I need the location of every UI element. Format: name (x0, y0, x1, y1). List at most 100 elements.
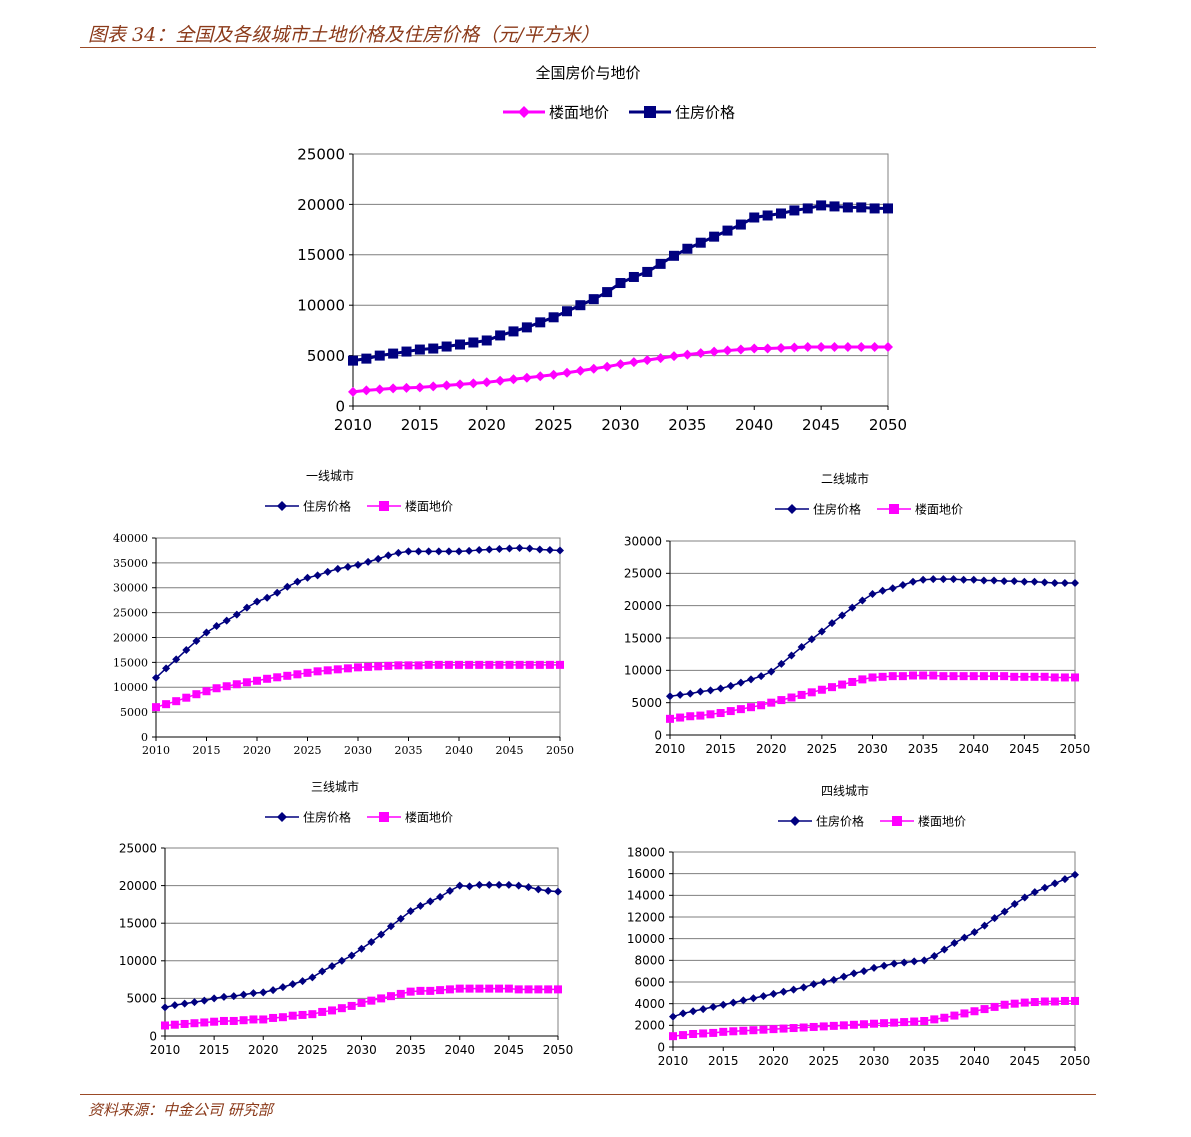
data-point (455, 984, 464, 993)
data-point (200, 996, 209, 1005)
legend-label: 住房价格 (675, 103, 735, 121)
data-point (455, 881, 464, 890)
y-tick-label: 20000 (119, 879, 157, 893)
data-point (269, 1013, 278, 1022)
data-point (554, 985, 562, 994)
data-point (787, 693, 796, 702)
chart-legend: 住房价格 楼面地价 (775, 501, 963, 516)
data-point (548, 312, 559, 323)
data-point (669, 1032, 677, 1041)
legend-marker (277, 812, 287, 822)
y-tick-label: 10000 (119, 954, 157, 968)
y-tick-label: 30000 (113, 582, 148, 595)
data-point (859, 1020, 868, 1029)
data-point (556, 660, 564, 669)
series-square (152, 660, 564, 712)
data-point (444, 547, 453, 556)
data-point (495, 375, 506, 386)
y-tick-label: 0 (149, 1029, 157, 1043)
data-point (689, 1030, 698, 1038)
data-point (328, 1006, 337, 1015)
series-diamond (161, 880, 562, 1012)
data-point (354, 560, 362, 569)
x-tick-label: 2040 (958, 742, 989, 756)
data-point (799, 983, 808, 992)
data-point (394, 661, 403, 670)
data-point (202, 628, 211, 637)
data-point (920, 1017, 929, 1025)
data-point (1010, 577, 1019, 586)
y-tick-label: 25000 (624, 567, 662, 581)
x-tick-label: 2010 (655, 742, 686, 756)
data-point (682, 349, 693, 360)
data-point (414, 661, 423, 670)
data-point (828, 683, 836, 692)
data-point (475, 545, 484, 554)
data-point (303, 668, 312, 677)
data-point (807, 635, 816, 644)
data-point (475, 984, 484, 993)
data-point (386, 992, 395, 1001)
data-point (1030, 577, 1039, 586)
legend-label: 住房价格 (303, 809, 351, 824)
x-tick-label: 2030 (857, 742, 888, 756)
data-point (762, 210, 773, 221)
data-point (495, 660, 504, 669)
data-point (1030, 998, 1039, 1007)
data-point (253, 676, 261, 685)
data-point (554, 887, 562, 896)
data-point (436, 892, 445, 901)
data-point (361, 385, 372, 396)
x-tick-label: 2030 (346, 1043, 377, 1057)
chart-legend: 住房价格 楼面地价 (778, 813, 966, 828)
data-point (789, 1024, 798, 1033)
data-point (374, 662, 383, 671)
data-point (829, 342, 840, 353)
x-tick-label: 2045 (802, 416, 840, 434)
data-point (384, 551, 393, 560)
data-point (229, 1016, 238, 1025)
legend-marker (379, 812, 389, 822)
data-point (979, 672, 988, 681)
data-point (1010, 672, 1019, 681)
data-point (172, 697, 181, 706)
data-point (709, 231, 720, 242)
x-tick-label: 2045 (496, 744, 524, 757)
data-point (426, 897, 435, 906)
data-point (939, 672, 948, 681)
y-tick-label: 2000 (634, 1019, 665, 1033)
data-point (776, 208, 786, 219)
data-point (162, 700, 171, 709)
data-point (849, 969, 858, 978)
data-point (1000, 672, 1009, 681)
data-point (1071, 579, 1079, 588)
data-point (883, 203, 893, 214)
data-point (388, 383, 399, 394)
data-point (481, 377, 492, 388)
data-point (323, 666, 332, 675)
data-point (809, 1022, 818, 1031)
data-point (152, 703, 160, 712)
data-point (909, 671, 917, 680)
chart-title: 全国房价与地价 (535, 64, 640, 82)
data-point (642, 266, 653, 277)
data-point (1040, 883, 1049, 892)
data-point (333, 665, 342, 674)
data-point (787, 651, 796, 660)
y-tick-label: 0 (654, 728, 662, 742)
data-point (856, 202, 867, 213)
data-point (735, 344, 746, 355)
data-point (679, 1031, 688, 1040)
data-point (828, 619, 836, 628)
data-point (869, 203, 880, 214)
data-point (384, 661, 393, 670)
y-tick-label: 20000 (624, 599, 662, 613)
data-point (799, 1023, 808, 1032)
data-point (930, 952, 939, 960)
data-point (716, 684, 725, 693)
data-point (839, 972, 848, 981)
data-point (259, 988, 268, 997)
data-point (676, 713, 685, 722)
